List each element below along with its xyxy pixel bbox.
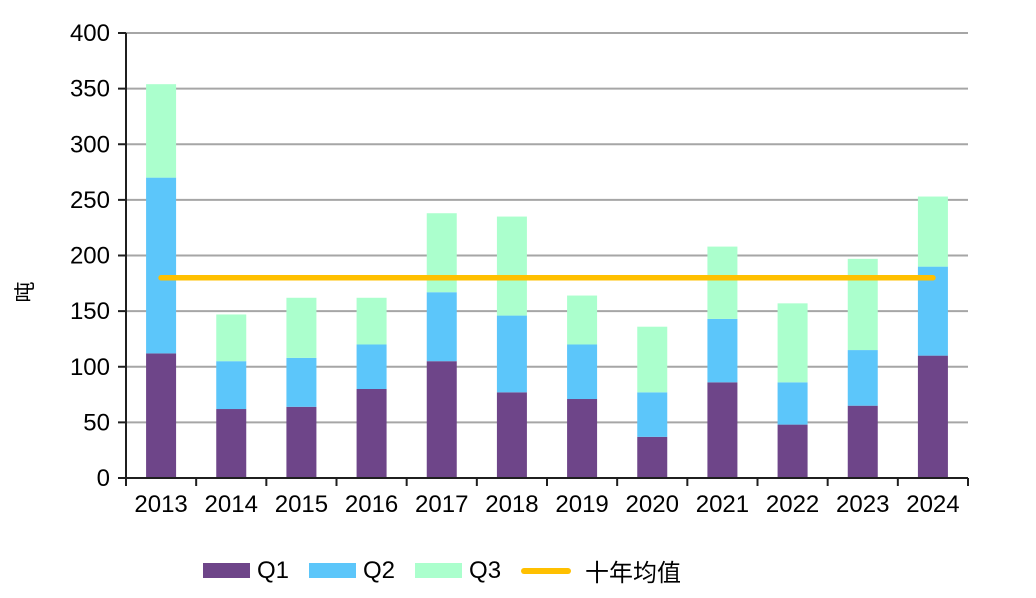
bar-segment-Q1-2023 xyxy=(847,405,878,478)
x-tick-label: 2021 xyxy=(696,491,749,518)
bar-segment-Q2-2024 xyxy=(917,266,948,356)
bar-segment-Q1-2013 xyxy=(146,353,177,478)
bar-segment-Q3-2021 xyxy=(707,246,738,319)
y-tick-label: 0 xyxy=(97,465,110,492)
bar-segment-Q3-2020 xyxy=(637,326,668,393)
x-tick-label: 2020 xyxy=(626,491,679,518)
bar-segment-Q2-2018 xyxy=(496,315,527,393)
bar-segment-Q1-2020 xyxy=(637,436,668,478)
legend-label-q2: Q2 xyxy=(363,556,396,584)
legend-swatch-q3-icon xyxy=(415,563,463,578)
bar-segment-Q1-2019 xyxy=(567,399,598,478)
legend-swatch-q1-icon xyxy=(203,563,250,578)
bar-segment-Q2-2013 xyxy=(146,177,177,354)
x-tick-label: 2014 xyxy=(205,491,258,518)
legend-label-q1: Q1 xyxy=(257,556,290,584)
bar-segment-Q2-2020 xyxy=(637,392,668,437)
bar-segment-Q2-2015 xyxy=(286,357,317,407)
bar-segment-Q2-2021 xyxy=(707,318,738,383)
x-tick-label: 2024 xyxy=(906,491,959,518)
legend: Q1 Q2 Q3 十年均值 xyxy=(203,553,681,588)
bar-segment-Q1-2014 xyxy=(216,409,247,478)
bar-segment-Q1-2016 xyxy=(356,389,387,478)
bar-segment-Q3-2019 xyxy=(567,295,598,345)
bar-segment-Q1-2018 xyxy=(496,392,527,478)
bar-segment-Q2-2019 xyxy=(567,344,598,400)
y-tick-label: 300 xyxy=(70,131,110,158)
legend-item-q1: Q1 xyxy=(203,557,289,585)
legend-item-q2: Q2 xyxy=(309,557,395,585)
bar-segment-Q3-2018 xyxy=(496,216,527,316)
bar-segment-Q3-2015 xyxy=(286,297,317,358)
x-tick-label: 2019 xyxy=(555,491,608,518)
x-tick-label: 2018 xyxy=(485,491,538,518)
bar-segment-Q2-2023 xyxy=(847,350,878,406)
legend-average-line-icon xyxy=(521,567,572,574)
y-tick-label: 150 xyxy=(70,298,110,325)
bar-segment-Q3-2024 xyxy=(917,196,948,267)
y-tick-label: 100 xyxy=(70,354,110,381)
bar-segment-Q3-2014 xyxy=(216,314,247,362)
bar-segment-Q2-2014 xyxy=(216,361,247,410)
bar-segment-Q2-2016 xyxy=(356,344,387,389)
legend-label-average: 十年均值 xyxy=(585,560,682,587)
legend-swatch-q2-icon xyxy=(309,563,357,578)
legend-item-q3: Q3 xyxy=(415,557,501,585)
bar-segment-Q2-2017 xyxy=(426,292,457,362)
bar-segment-Q2-2022 xyxy=(777,382,808,425)
x-tick-label: 2017 xyxy=(415,491,468,518)
bar-segment-Q3-2022 xyxy=(777,303,808,383)
x-tick-label: 2016 xyxy=(345,491,398,518)
y-tick-label: 400 xyxy=(70,20,110,47)
bar-segment-Q1-2021 xyxy=(707,382,738,478)
y-tick-label: 350 xyxy=(70,76,110,103)
y-tick-label: 250 xyxy=(70,187,110,214)
legend-item-average: 十年均值 xyxy=(521,553,681,588)
bar-segment-Q3-2013 xyxy=(146,84,177,178)
bar-segment-Q1-2024 xyxy=(917,355,948,478)
legend-label-q3: Q3 xyxy=(469,556,502,584)
x-tick-label: 2013 xyxy=(134,491,187,518)
bar-segment-Q1-2015 xyxy=(286,406,317,478)
bar-segment-Q3-2023 xyxy=(847,258,878,351)
bar-segment-Q3-2016 xyxy=(356,297,387,345)
x-tick-label: 2015 xyxy=(275,491,328,518)
x-tick-label: 2023 xyxy=(836,491,889,518)
bar-segment-Q1-2022 xyxy=(777,424,808,478)
y-tick-label: 200 xyxy=(70,243,110,270)
y-tick-label: 50 xyxy=(83,409,110,436)
y-axis-title: 吨 xyxy=(14,281,37,303)
x-tick-label: 2022 xyxy=(766,491,819,518)
bar-segment-Q1-2017 xyxy=(426,361,457,478)
